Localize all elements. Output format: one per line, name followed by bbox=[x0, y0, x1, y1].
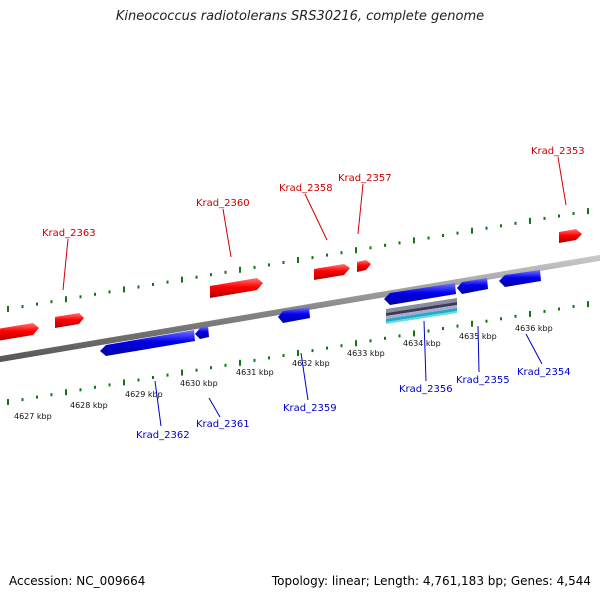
gene-label-forward[interactable]: Krad_2353 bbox=[531, 146, 585, 157]
gene-arrow-forward[interactable] bbox=[314, 264, 350, 280]
gene-arrow-reverse[interactable] bbox=[384, 283, 456, 305]
leader-line bbox=[304, 193, 328, 241]
leader-line bbox=[300, 352, 309, 401]
gene-label-forward[interactable]: Krad_2357 bbox=[338, 173, 392, 184]
position-label: 4636 kbp bbox=[515, 324, 553, 333]
gene-label-reverse[interactable]: Krad_2359 bbox=[283, 403, 337, 414]
accession-text: Accession: NC_009664 bbox=[9, 574, 146, 588]
gene-arrow-forward[interactable] bbox=[210, 278, 263, 298]
gene-arrow-forward[interactable] bbox=[0, 323, 39, 341]
gene-arrow-reverse[interactable] bbox=[457, 278, 488, 294]
leader-line bbox=[477, 325, 480, 373]
leader-line bbox=[525, 333, 543, 365]
genome-summary-text: Topology: linear; Length: 4,761,183 bp; … bbox=[271, 574, 591, 588]
feature-stack bbox=[386, 298, 457, 324]
gene-label-forward[interactable]: Krad_2360 bbox=[196, 198, 250, 209]
reverse-tick-track bbox=[7, 301, 589, 405]
gene-arrow-reverse[interactable] bbox=[499, 270, 541, 287]
gene-label-reverse[interactable]: Krad_2355 bbox=[456, 375, 510, 386]
leader-line bbox=[62, 238, 69, 291]
forward-tick-track bbox=[7, 208, 589, 312]
gene-label-reverse[interactable]: Krad_2362 bbox=[136, 430, 190, 441]
position-label: 4628 kbp bbox=[70, 401, 108, 410]
position-label: 4631 kbp bbox=[236, 368, 274, 377]
gene-label-reverse[interactable]: Krad_2361 bbox=[196, 419, 250, 430]
gene-label-reverse[interactable]: Krad_2354 bbox=[517, 367, 571, 378]
position-label: 4630 kbp bbox=[180, 379, 218, 388]
leader-line bbox=[423, 320, 427, 382]
position-label: 4634 kbp bbox=[403, 339, 441, 348]
gene-arrow-reverse[interactable] bbox=[195, 326, 209, 339]
leader-line bbox=[208, 397, 221, 418]
leader-line bbox=[222, 208, 232, 258]
position-label: 4629 kbp bbox=[125, 390, 163, 399]
leader-line bbox=[357, 183, 364, 235]
position-label: 4627 kbp bbox=[14, 412, 52, 421]
gene-arrow-reverse[interactable] bbox=[278, 307, 310, 323]
gene-arrow-forward[interactable] bbox=[357, 260, 371, 272]
gene-arrow-forward[interactable] bbox=[55, 313, 84, 328]
position-label: 4633 kbp bbox=[347, 349, 385, 358]
position-label: 4632 kbp bbox=[292, 359, 330, 368]
gene-label-reverse[interactable]: Krad_2356 bbox=[399, 384, 453, 395]
gene-arrow-forward[interactable] bbox=[559, 229, 582, 243]
leader-line bbox=[154, 380, 162, 427]
gene-label-forward[interactable]: Krad_2358 bbox=[279, 183, 333, 194]
gene-label-forward[interactable]: Krad_2363 bbox=[42, 228, 96, 239]
leader-line bbox=[557, 156, 567, 206]
gene-arrow-reverse[interactable] bbox=[100, 330, 195, 356]
map-title: Kineococcus radiotolerans SRS30216, comp… bbox=[115, 9, 485, 24]
